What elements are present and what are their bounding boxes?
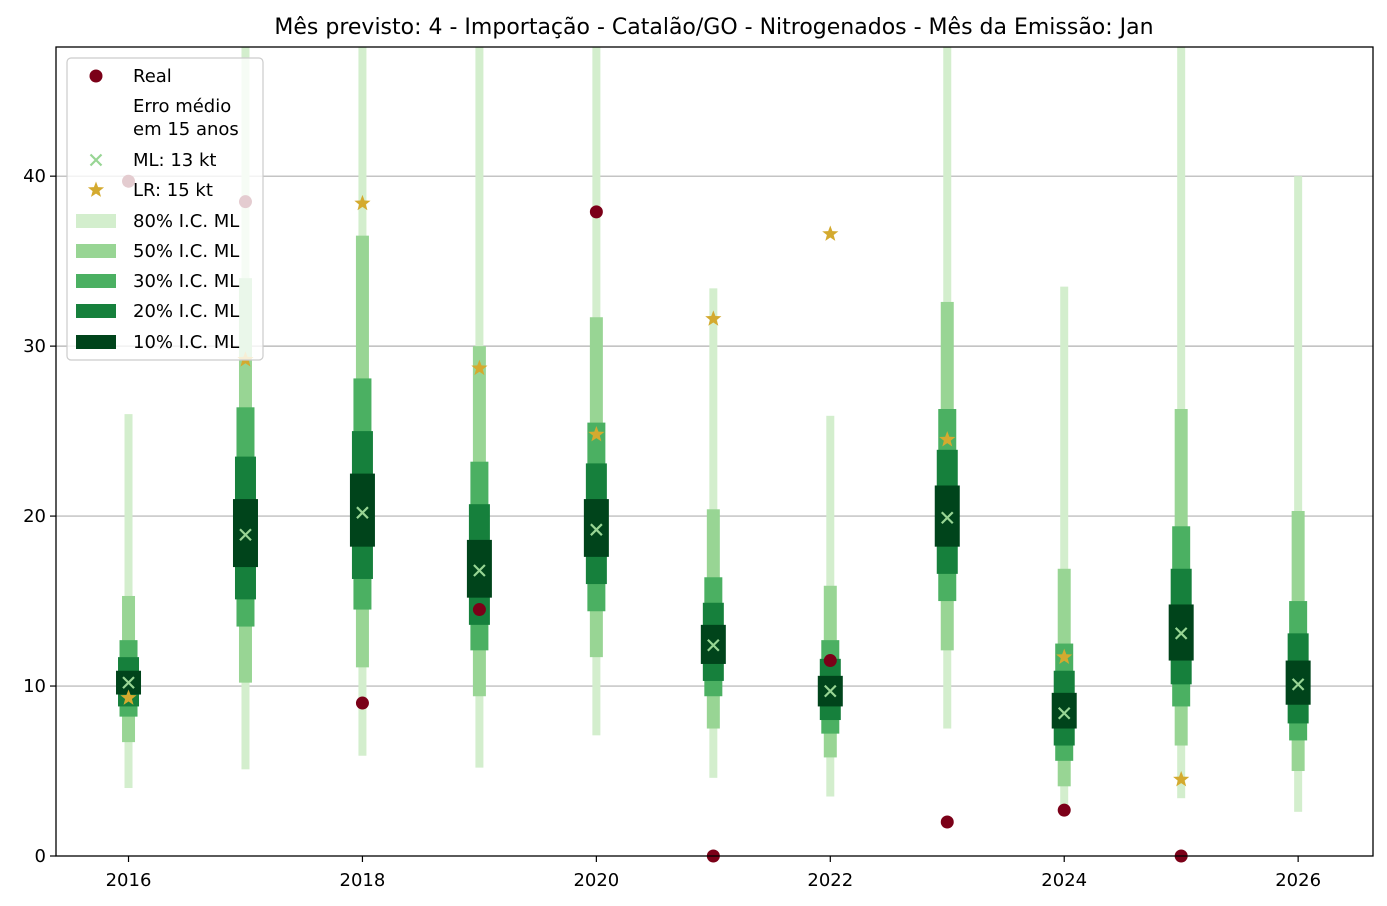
lr-star-point [471, 359, 488, 376]
interval-ci10-bar [1285, 660, 1311, 705]
x-tick-label: 2016 [106, 870, 152, 891]
legend-label: 20% I.C. ML [133, 301, 239, 322]
real-point [472, 603, 486, 617]
lr-star-point [588, 426, 605, 442]
lr-star-point [1173, 771, 1190, 787]
x-tick-label: 2020 [573, 870, 619, 891]
legend-label: Real [133, 66, 172, 87]
ml-x-point [707, 638, 720, 652]
y-tick-label: 10 [23, 676, 46, 697]
interval-bars [116, 47, 1311, 812]
interval-ci80-bar [1294, 176, 1303, 812]
ml-x-point [122, 676, 135, 689]
lr-star-point [354, 194, 371, 211]
real-point [355, 696, 369, 710]
legend-label: 30% I.C. ML [133, 271, 239, 292]
legend-real-marker [89, 69, 103, 83]
x-tick-label: 2026 [1275, 870, 1321, 891]
legend: Real Erro médio em 15 anos ML: 13 kt LR: 15 … [66, 57, 264, 361]
lr-star-point [822, 225, 839, 241]
x-tick-label: 2022 [807, 870, 853, 891]
legend-label: ML: 13 kt [133, 150, 216, 171]
interval-ci10-bar [1051, 692, 1077, 729]
interval-ci10-bar [466, 539, 492, 598]
interval-ci80-bar [1060, 286, 1069, 807]
y-tick-label: 40 [23, 166, 46, 187]
ml-x-point [590, 523, 603, 536]
legend-ml-marker [89, 153, 103, 167]
y-tick-label: 0 [35, 846, 46, 867]
ml-x-point [824, 684, 837, 698]
legend-ci30-swatch [76, 274, 116, 288]
interval-ci10-bar [349, 473, 375, 547]
legend-label: LR: 15 kt [133, 180, 213, 201]
ml-x-point [473, 564, 486, 577]
legend-ci50-swatch [76, 244, 116, 258]
chart-title: Mês previsto: 4 - Importação - Catalão/G… [274, 15, 1153, 40]
lr-star-point [1056, 648, 1073, 665]
legend-ci10-swatch [76, 335, 116, 349]
interval-ci10-bar [232, 499, 258, 568]
interval-ci10-bar [934, 485, 960, 547]
legend-lr-marker [87, 181, 105, 197]
x-tick-label: 2018 [340, 870, 386, 891]
real-point [823, 654, 837, 668]
plot-frame [55, 46, 1374, 857]
ml-x-point [239, 528, 252, 542]
real-point [589, 205, 603, 219]
x-tick-label: 2024 [1041, 870, 1087, 891]
ml-x-point [1057, 706, 1071, 720]
y-tick-label: 30 [23, 336, 46, 357]
legend-label: 50% I.C. ML [133, 241, 239, 262]
legend-label: 10% I.C. ML [133, 332, 239, 353]
axes: 0 10 20 30 40 2016 2018 2020 2022 2024 2026 [23, 166, 1321, 891]
lr-star-point [120, 689, 137, 705]
ml-x-point [356, 506, 369, 519]
lr-star-point [705, 310, 722, 326]
lr-star-point [939, 431, 956, 447]
real-point [1057, 803, 1071, 817]
ml-x-point [1291, 678, 1305, 691]
y-tick-label: 20 [23, 506, 46, 527]
real-point [940, 815, 954, 829]
ml-x-point [1174, 627, 1188, 640]
interval-ci10-bar [583, 499, 609, 557]
ml-x-point [940, 511, 954, 525]
legend-label: 80% I.C. ML [133, 211, 239, 232]
legend-ci20-swatch [76, 304, 116, 318]
legend-label: Erro médio em 15 anos [133, 96, 239, 140]
legend-ci80-swatch [76, 214, 116, 228]
